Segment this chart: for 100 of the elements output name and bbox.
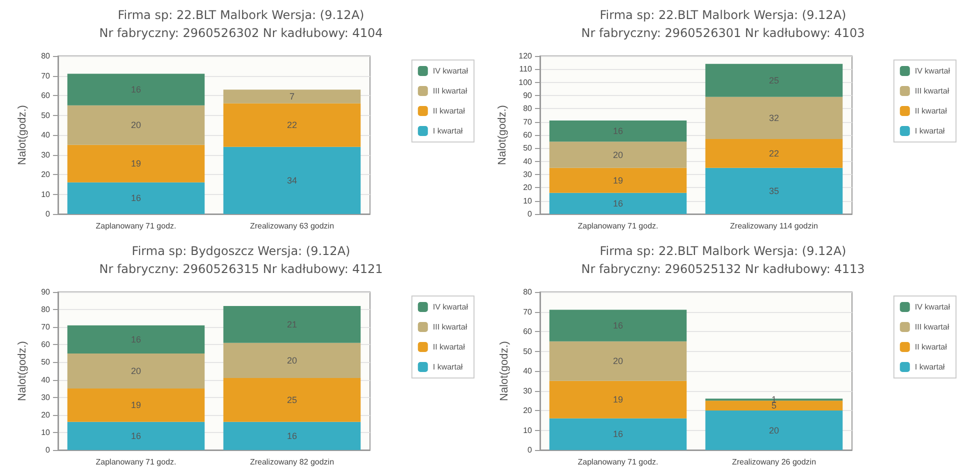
- bar: [223, 422, 361, 450]
- y-tick-label: 60: [523, 130, 533, 140]
- x-tick-label: Zrealizowany 63 godzin: [250, 222, 334, 230]
- data-label: 20: [612, 150, 624, 160]
- data-label: 20: [612, 356, 624, 366]
- chart-title: Firma sp: 22.BLT Malbork Wersja: (9.12A): [600, 244, 846, 258]
- x-tick-label: Zaplanowany 71 godz.: [96, 458, 176, 466]
- data-label: 19: [612, 175, 624, 186]
- x-tick-label: Zrealizowany 82 godzin: [250, 458, 334, 466]
- bar: [549, 380, 687, 418]
- bar: [549, 418, 687, 450]
- y-tick-label: 10: [523, 426, 533, 435]
- data-label: 19: [130, 400, 142, 410]
- data-label: 34: [286, 175, 298, 186]
- y-tick-label: 0: [46, 446, 51, 454]
- x-tick-label: Zaplanowany 71 godz.: [578, 222, 658, 230]
- legend-label: III kwartał: [432, 86, 468, 96]
- legend-label: I kwartał: [914, 362, 945, 372]
- chart-subtitle: Nr fabryczny: 2960526315 Nr kadłubowy: 4121: [99, 262, 383, 276]
- y-tick-label: 30: [41, 150, 51, 160]
- y-tick-label: 70: [523, 117, 533, 126]
- y-tick-label: 110: [519, 64, 533, 74]
- x-tick-label: Zrealizowany 114 godzin: [730, 222, 818, 230]
- data-label: 5: [771, 400, 777, 411]
- y-tick-label: 80: [523, 288, 533, 296]
- bar: [223, 306, 361, 343]
- data-label: 19: [612, 394, 624, 405]
- bar: [705, 96, 843, 139]
- data-label: 20: [286, 355, 298, 366]
- bar: [705, 168, 843, 214]
- y-tick-label: 0: [528, 210, 533, 218]
- data-label: 32: [768, 112, 780, 123]
- bar: [223, 103, 361, 147]
- y-tick-label: 40: [523, 156, 533, 166]
- y-tick-label: 10: [523, 196, 533, 206]
- y-tick-label: 60: [41, 340, 51, 350]
- y-tick-label: 70: [523, 307, 533, 316]
- x-tick-label: Zrealizowany 26 godzin: [732, 458, 816, 466]
- y-tick-label: 80: [41, 52, 51, 60]
- chart-title: Firma sp: Bydgoszcz Wersja: (9.12A): [132, 244, 350, 258]
- y-tick-label: 0: [46, 210, 51, 218]
- bar: [223, 378, 361, 422]
- legend-label: II kwartał: [432, 342, 466, 352]
- y-tick-label: 70: [41, 71, 51, 80]
- y-tick-label: 80: [41, 305, 51, 314]
- data-label: 16: [130, 430, 142, 441]
- bar: [223, 90, 361, 104]
- data-label: 16: [612, 198, 624, 208]
- y-tick-label: 80: [523, 104, 533, 114]
- bar: [67, 74, 205, 106]
- legend-label: II kwartał: [432, 106, 466, 116]
- data-label: 22: [286, 120, 298, 130]
- y-axis-title: Nalot(godz.): [16, 341, 28, 401]
- bar: [67, 105, 205, 145]
- bar: [705, 410, 843, 450]
- bar: [549, 142, 687, 168]
- bar: [223, 146, 361, 214]
- data-label: 16: [612, 429, 624, 440]
- y-tick-label: 50: [523, 346, 533, 356]
- data-label: 25: [286, 394, 298, 405]
- y-axis-title: Nalot(godz.): [498, 341, 510, 401]
- bar: [67, 353, 205, 389]
- bar: [67, 422, 205, 450]
- legend-label: IV kwartał: [914, 66, 950, 76]
- legend-label: III kwartał: [914, 322, 950, 332]
- y-tick-label: 100: [518, 78, 533, 87]
- bar: [549, 341, 687, 381]
- bar: [705, 64, 843, 97]
- data-label: 16: [612, 126, 624, 136]
- bar: [67, 144, 205, 182]
- data-label: 20: [130, 120, 142, 130]
- chart-title: Firma sp: 22.BLT Malbork Wersja: (9.12A): [118, 8, 364, 22]
- chart-subtitle: Nr fabryczny: 2960526301 Nr kadłubowy: 4103: [581, 26, 865, 40]
- y-tick-label: 30: [41, 392, 51, 402]
- x-tick-label: Zaplanowany 71 godz.: [96, 222, 176, 230]
- y-axis-title: Nalot(godz.): [16, 105, 28, 165]
- y-axis-title: Nalot(godz.): [496, 105, 508, 165]
- y-tick-label: 120: [518, 52, 533, 60]
- y-tick-label: 40: [523, 366, 533, 376]
- legend-label: I kwartał: [432, 126, 463, 136]
- bar: [549, 310, 687, 342]
- y-tick-label: 50: [41, 358, 51, 367]
- bar: [549, 120, 687, 142]
- bar: [223, 342, 361, 378]
- legend-label: II kwartał: [914, 106, 948, 116]
- y-tick-label: 90: [41, 288, 51, 296]
- bar: [67, 388, 205, 422]
- y-tick-label: 40: [41, 130, 51, 140]
- data-label: 16: [130, 84, 142, 95]
- bar: [67, 325, 205, 354]
- bar: [705, 400, 843, 410]
- legend-label: IV kwartał: [914, 302, 950, 312]
- data-label: 20: [130, 366, 142, 376]
- data-label: 25: [768, 75, 780, 86]
- y-tick-label: 20: [523, 183, 533, 192]
- bar: [67, 182, 205, 214]
- legend-label: III kwartał: [914, 86, 950, 96]
- y-tick-label: 10: [41, 190, 51, 199]
- data-label: 16: [286, 430, 298, 441]
- legend-label: I kwartał: [432, 362, 463, 372]
